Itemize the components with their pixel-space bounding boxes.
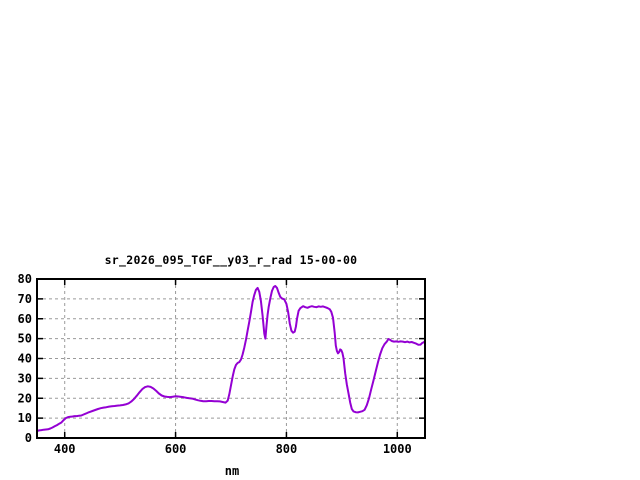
x-tick-label: 600 xyxy=(165,442,187,456)
y-tick-label: 50 xyxy=(18,332,32,346)
grid-layer xyxy=(37,279,425,438)
plot-border xyxy=(36,278,426,439)
y-tick-label: 70 xyxy=(18,292,32,306)
y-tick-label: 10 xyxy=(18,411,32,425)
curve-layer xyxy=(36,285,426,432)
chart-title: sr_2026_095_TGF__y03_r_rad 15-00-00 xyxy=(105,253,358,268)
y-tick-label: 80 xyxy=(18,272,32,286)
y-tick-label: 30 xyxy=(18,371,32,385)
y-tick-label: 0 xyxy=(25,431,32,445)
x-tick-label: 800 xyxy=(276,442,298,456)
x-axis-label: nm xyxy=(225,464,239,478)
series-curve xyxy=(36,285,426,432)
y-tick-label: 40 xyxy=(18,352,32,366)
x-tick-label: 1000 xyxy=(383,442,412,456)
tick-label-layer: 0 10 20 30 40 50 60 70 80 400 600 800 1000 xyxy=(18,272,412,456)
y-tick-label: 60 xyxy=(18,312,32,326)
y-tick-label: 20 xyxy=(18,391,32,405)
axis-layer xyxy=(36,278,426,439)
x-tick-label: 400 xyxy=(54,442,76,456)
